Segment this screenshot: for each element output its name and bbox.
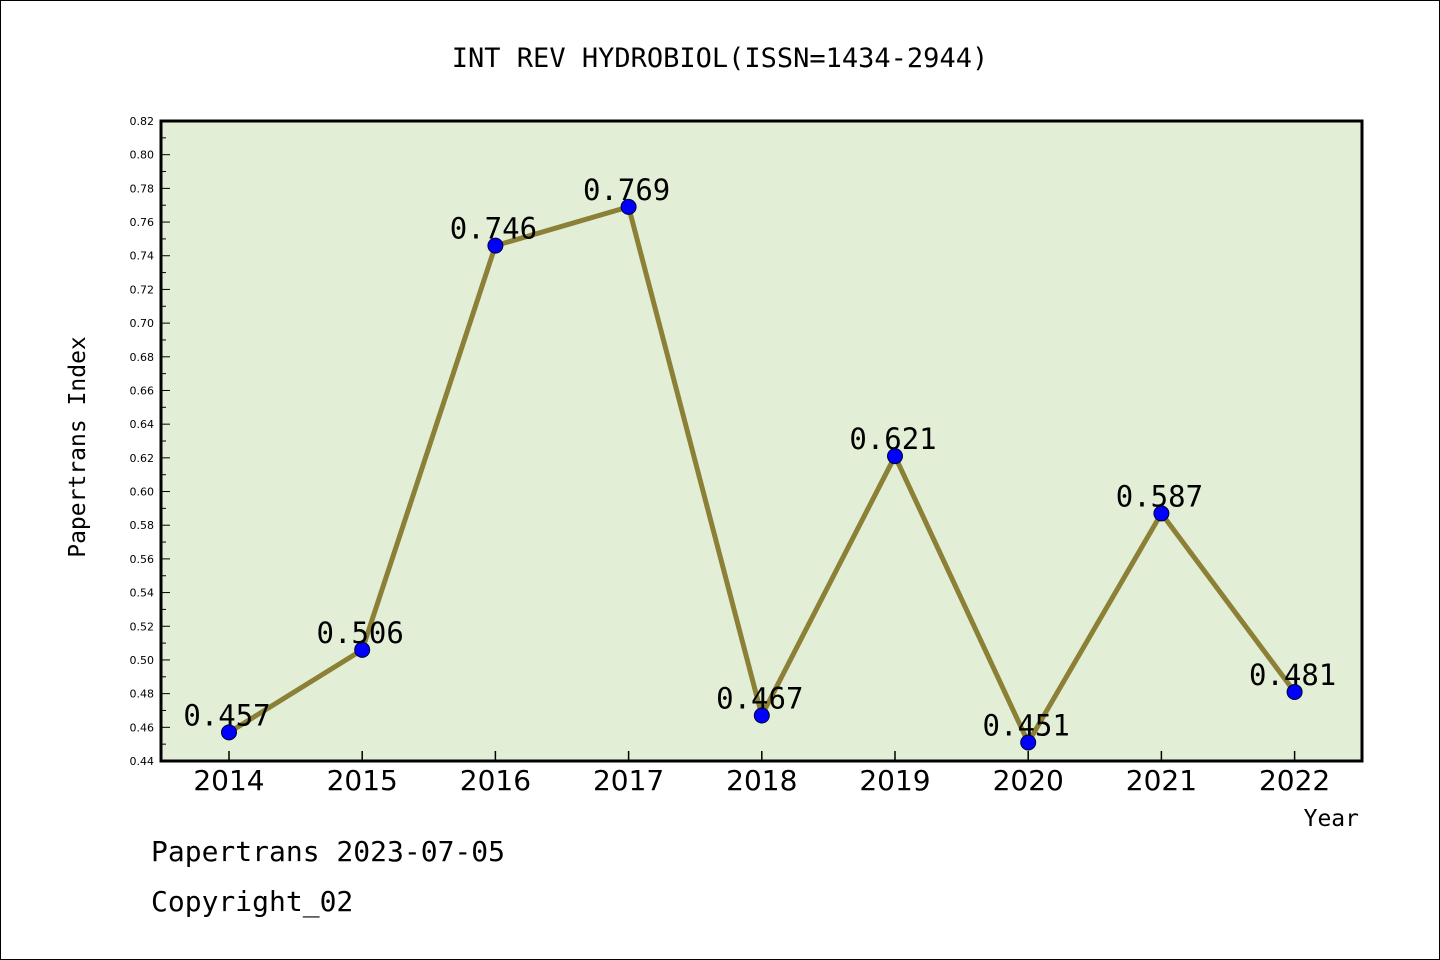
data-label: 0.769	[583, 173, 670, 207]
y-tick-label: 0.50	[130, 654, 155, 667]
data-label: 0.621	[849, 422, 936, 456]
y-tick-label: 0.64	[130, 418, 155, 431]
y-axis-ticks: 0.44 0.46 0.48 0.50 0.52 0.54 0.56 0.58 0.60 0.62…	[130, 115, 170, 768]
y-tick-label: 0.74	[130, 250, 155, 263]
plot-border	[159, 119, 1364, 763]
data-point	[753, 707, 770, 724]
y-tick-label: 0.66	[130, 384, 155, 397]
y-tick-label: 0.68	[130, 351, 155, 364]
data-label: 0.467	[716, 682, 803, 716]
y-tick-label: 0.56	[130, 553, 155, 566]
data-point	[1286, 683, 1303, 700]
x-tick-label: 2019	[859, 764, 930, 797]
y-tick-label: 0.44	[130, 755, 155, 768]
y-tick-label: 0.48	[130, 688, 155, 701]
x-tick-label: 2021	[1126, 764, 1197, 797]
data-labels: 0.457 0.506 0.746 0.769 0.467 0.621 0.451 0.587…	[183, 173, 1336, 743]
y-tick-label: 0.54	[130, 587, 155, 600]
x-tick-label: 2016	[460, 764, 531, 797]
data-point	[620, 198, 637, 215]
y-tick-label: 0.46	[130, 721, 155, 734]
y-tick-label: 0.62	[130, 452, 155, 465]
data-point	[221, 724, 237, 741]
data-label: 0.481	[1249, 658, 1336, 692]
y-tick-label: 0.82	[130, 115, 155, 128]
data-point	[487, 237, 504, 254]
x-tick-label: 2022	[1259, 764, 1330, 797]
y-tick-label: 0.78	[130, 182, 155, 195]
data-label: 0.746	[450, 212, 537, 246]
y-tick-label: 0.80	[130, 149, 155, 162]
chart-title: INT REV HYDROBIOL(ISSN=1434-2944)	[452, 43, 988, 74]
y-tick-label: 0.52	[130, 620, 155, 633]
x-tick-label: 2020	[993, 764, 1064, 797]
data-point	[1153, 505, 1170, 522]
x-axis-ticks: 2014 2015 2016 2017 2018 2019 2020 2021 2022	[193, 751, 1330, 797]
data-label: 0.506	[317, 616, 404, 650]
x-axis-label: Year	[1304, 806, 1359, 832]
x-tick-label: 2014	[193, 764, 264, 797]
x-tick-label: 2017	[593, 764, 664, 797]
y-tick-label: 0.72	[130, 283, 155, 296]
x-tick-label: 2015	[327, 764, 398, 797]
footer-copyright: Copyright_02	[151, 885, 354, 918]
y-tick-label: 0.58	[130, 519, 155, 532]
y-tick-label: 0.60	[130, 486, 155, 499]
y-axis-label: Papertrans Index	[65, 336, 91, 558]
data-label: 0.451	[983, 708, 1070, 742]
y-tick-label: 0.76	[130, 216, 155, 229]
x-tick-label: 2018	[726, 764, 797, 797]
data-markers	[221, 198, 1303, 751]
data-point	[1020, 734, 1037, 751]
data-label: 0.587	[1116, 479, 1203, 513]
y-tick-label: 0.70	[130, 317, 155, 330]
data-point	[354, 641, 371, 658]
footer-date: Papertrans 2023-07-05	[151, 835, 506, 868]
data-point	[887, 448, 903, 465]
data-label: 0.457	[183, 698, 270, 732]
